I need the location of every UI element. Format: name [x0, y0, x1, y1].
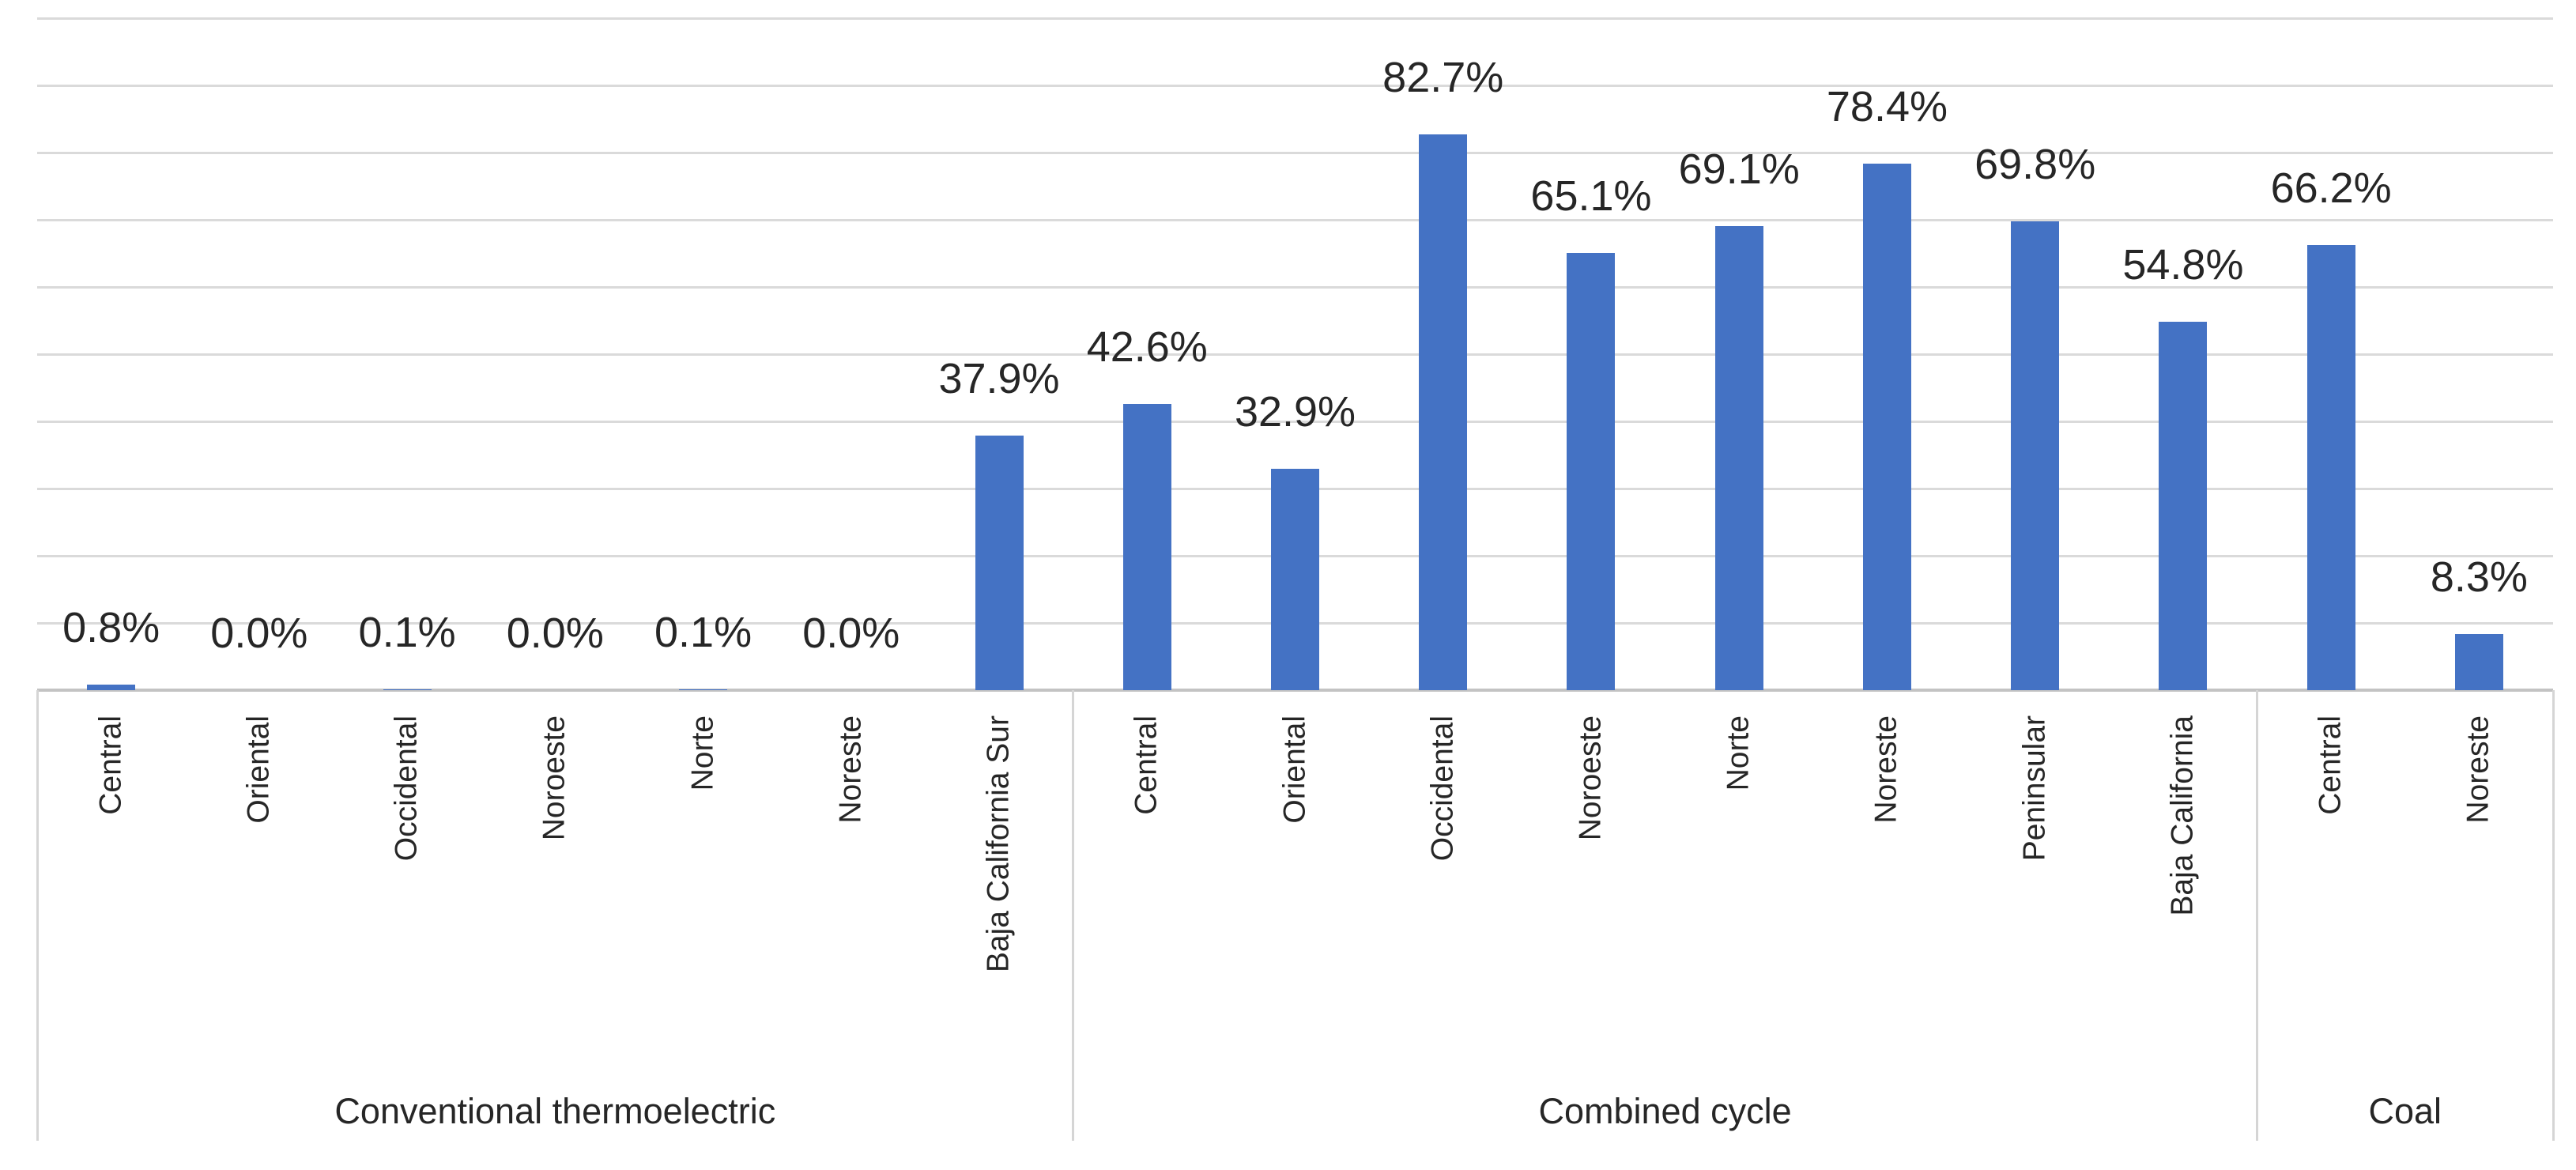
gridline	[37, 218, 2553, 221]
bar	[87, 685, 136, 690]
bar-value-label: 66.2%	[2270, 164, 2392, 213]
bar-value-label: 82.7%	[1382, 54, 1504, 102]
category-label: Norte	[1721, 715, 1756, 791]
bar-value-label: 32.9%	[1234, 388, 1356, 436]
group-label: Combined cycle	[1538, 1091, 1792, 1131]
x-axis-line	[37, 689, 2553, 692]
category-label: Occidental	[389, 715, 424, 862]
bar	[1567, 252, 1616, 690]
bar-value-label: 8.3%	[2430, 553, 2528, 602]
category-label: Baja California Sur	[981, 715, 1016, 973]
bar-value-label: 0.1%	[654, 609, 752, 657]
category-label: Noreste	[833, 715, 868, 824]
bar	[2454, 634, 2503, 690]
category-label: Oriental	[1277, 715, 1312, 824]
gridline	[37, 285, 2553, 289]
group-label: Coal	[2368, 1091, 2442, 1131]
category-label: Noroeste	[1573, 715, 1608, 841]
bar	[975, 435, 1024, 690]
category-label: Noreste	[1869, 715, 1904, 824]
bar	[1862, 163, 1911, 690]
bar-value-label: 37.9%	[938, 354, 1060, 402]
bar	[1122, 403, 1171, 690]
bar-value-label: 0.0%	[506, 610, 604, 657]
bar-value-label: 42.6%	[1086, 323, 1208, 371]
category-label: Occidental	[1425, 715, 1460, 862]
group-divider	[2551, 690, 2555, 1141]
bar-value-label: 0.0%	[802, 610, 900, 657]
bar	[2306, 245, 2355, 690]
group-divider	[36, 690, 39, 1141]
bar-value-label: 69.1%	[1678, 145, 1800, 193]
bar	[2011, 221, 2060, 690]
gridline	[37, 353, 2553, 356]
gridline	[37, 151, 2553, 154]
bar	[2159, 322, 2208, 690]
bar-value-label: 54.8%	[2122, 241, 2244, 289]
bar-value-label: 65.1%	[1530, 172, 1652, 220]
category-label: Noreste	[2461, 715, 2495, 824]
category-label: Peninsular	[2017, 715, 2052, 862]
category-label: Central	[1129, 715, 1164, 815]
gridline	[37, 17, 2553, 20]
gridline	[37, 84, 2553, 87]
group-divider	[1072, 690, 1075, 1141]
group-label: Conventional thermoelectric	[334, 1091, 776, 1131]
bar-value-label: 78.4%	[1826, 82, 1948, 130]
category-label: Baja California	[2165, 715, 2200, 916]
category-label: Noroeste	[537, 715, 571, 841]
bar-value-label: 0.8%	[62, 604, 160, 652]
bar	[1271, 469, 1319, 690]
bar	[383, 689, 432, 690]
group-divider	[2256, 690, 2259, 1141]
gridline	[37, 420, 2553, 423]
category-label: Central	[93, 715, 128, 815]
bar	[1714, 225, 1763, 690]
bar-value-label: 69.8%	[1974, 140, 2096, 188]
category-label: Norte	[685, 715, 720, 791]
category-label: Oriental	[241, 715, 276, 824]
bar-value-label: 0.1%	[358, 609, 456, 657]
bar-value-label: 0.0%	[210, 610, 308, 657]
category-label: Central	[2313, 715, 2348, 815]
bar	[1419, 134, 1468, 690]
bar	[679, 689, 728, 690]
